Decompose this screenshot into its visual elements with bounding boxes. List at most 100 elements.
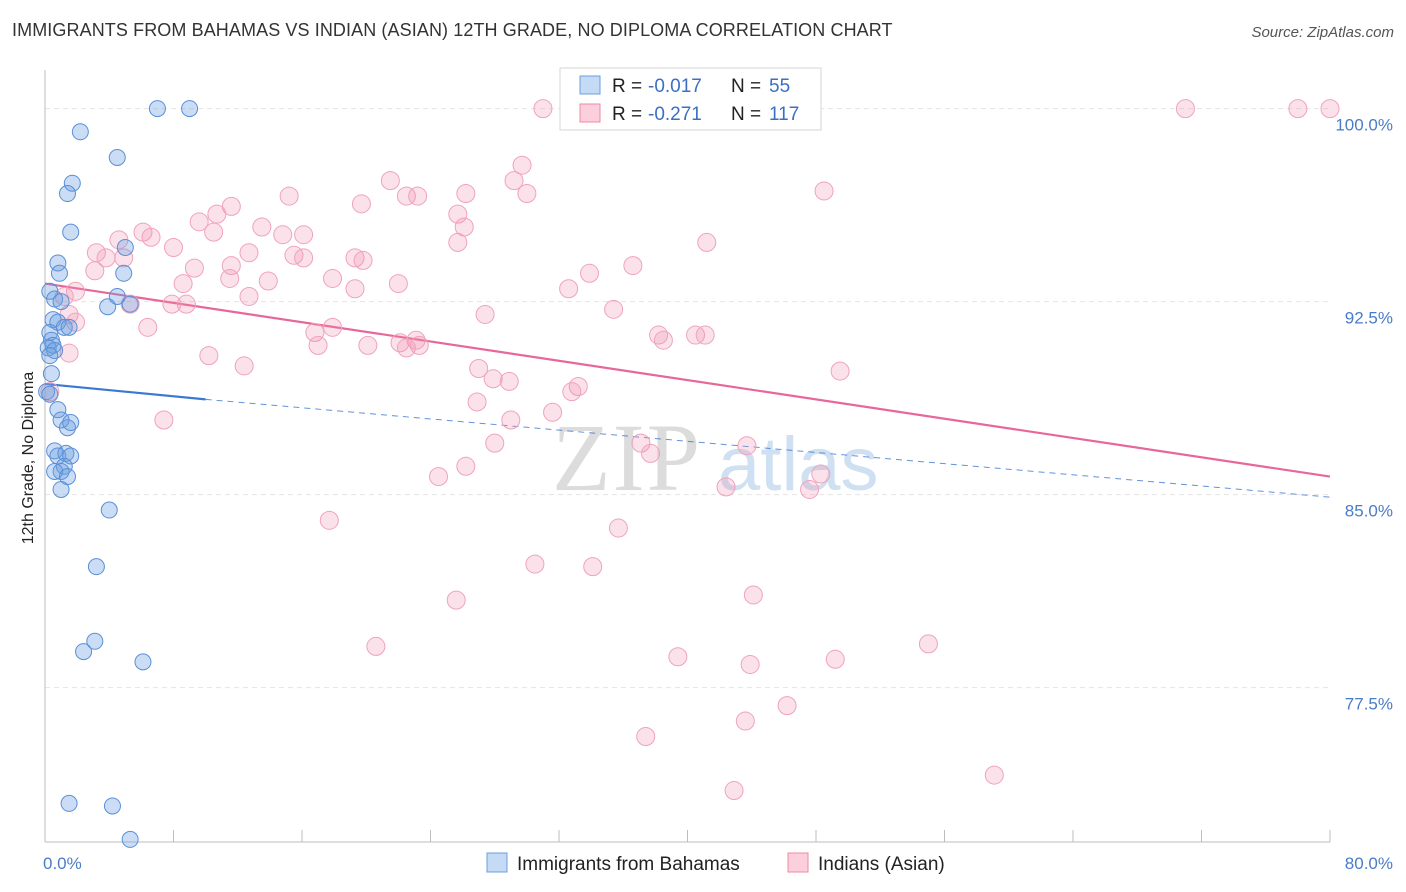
point-bahamas [75, 643, 93, 661]
point-indians [517, 184, 537, 204]
point-bahamas [121, 830, 139, 848]
source-credit: Source: ZipAtlas.com [1251, 24, 1394, 41]
point-indians [85, 261, 105, 281]
point-indians [345, 279, 365, 299]
point-indians [323, 317, 343, 337]
legend-n-value-1: 55 [769, 76, 790, 97]
point-indians [485, 433, 505, 453]
point-indians [406, 330, 426, 350]
point-indians [390, 333, 410, 353]
point-indians [154, 410, 174, 430]
point-indians [323, 268, 343, 288]
point-bahamas [58, 185, 76, 203]
point-indians [446, 590, 466, 610]
point-indians [176, 294, 196, 314]
point-indians [525, 554, 545, 574]
point-indians [138, 317, 158, 337]
point-indians [918, 634, 938, 654]
point-bahamas [87, 558, 105, 576]
point-bahamas [100, 501, 118, 519]
point-indians [716, 477, 736, 497]
point-indians [580, 263, 600, 283]
legend-n-label-2: N = [731, 104, 761, 125]
y-tick-label: 77.5% [1345, 695, 1393, 714]
point-indians [469, 359, 489, 379]
point-indians [1175, 99, 1195, 119]
legend-swatch-bahamas [579, 75, 601, 95]
point-bahamas [121, 295, 139, 313]
axes [44, 70, 1331, 843]
x-tick-label-right: 80.0% [1345, 854, 1393, 873]
bottom-legend-label-bahamas: Immigrants from Bahamas [517, 854, 740, 875]
point-bahamas [62, 223, 80, 241]
data-points [38, 99, 1340, 848]
point-indians [830, 361, 850, 381]
point-indians [467, 392, 487, 412]
point-bahamas [99, 298, 117, 316]
point-indians [234, 356, 254, 376]
series-legend: Immigrants from Bahamas Indians (Asian) [486, 852, 945, 875]
trend-line-indians [44, 282, 1331, 478]
point-indians [735, 711, 755, 731]
point-bahamas [63, 174, 81, 192]
point-bahamas [50, 264, 68, 282]
point-indians [825, 649, 845, 669]
point-bahamas [134, 653, 152, 671]
point-indians [623, 256, 643, 276]
legend-r-value-2: -0.271 [648, 104, 702, 125]
point-bahamas [55, 457, 73, 475]
legend-swatch-indians [579, 103, 601, 123]
point-indians [608, 518, 628, 538]
point-bahamas [71, 123, 89, 141]
point-bahamas [52, 293, 70, 311]
point-indians [499, 371, 519, 391]
y-tick-label: 85.0% [1345, 502, 1393, 521]
point-indians [562, 382, 582, 402]
legend-n-label-1: N = [731, 76, 761, 97]
point-indians [345, 248, 365, 268]
point-indians [512, 155, 532, 175]
point-bahamas [46, 442, 64, 460]
watermark-zip: ZIP [552, 404, 702, 511]
point-bahamas [108, 148, 126, 166]
point-indians [631, 433, 651, 453]
point-indians [258, 271, 278, 291]
point-bahamas [58, 419, 76, 437]
point-indians [59, 343, 79, 363]
y-tick-label: 92.5% [1345, 309, 1393, 328]
y-axis-label: 12th Grade, No Diploma [20, 372, 37, 545]
point-indians [396, 186, 416, 206]
chart-title: IMMIGRANTS FROM BAHAMAS VS INDIAN (ASIAN… [12, 20, 893, 40]
point-indians [408, 186, 428, 206]
point-indians [777, 696, 797, 716]
point-indians [184, 258, 204, 278]
x-tick-label-left: 0.0% [43, 854, 82, 873]
point-bahamas [62, 414, 80, 432]
point-indians [740, 654, 760, 674]
bottom-legend-swatch-indians [787, 852, 809, 873]
point-indians [737, 436, 757, 456]
point-bahamas [38, 383, 56, 401]
point-indians [173, 274, 193, 294]
point-indians [501, 410, 521, 430]
point-indians [308, 335, 328, 355]
point-bahamas [52, 480, 70, 498]
point-indians [220, 268, 240, 288]
point-indians [239, 243, 259, 263]
point-indians [653, 330, 673, 350]
point-bahamas [41, 347, 59, 365]
point-indians [294, 248, 314, 268]
point-indians [294, 225, 314, 245]
gridlines: 100.0% 92.5% 85.0% 77.5% [45, 108, 1393, 714]
point-indians [504, 171, 524, 191]
point-indians [1320, 99, 1340, 119]
point-indians [273, 225, 293, 245]
point-indians [724, 781, 744, 801]
point-indians [380, 171, 400, 191]
point-indians [388, 274, 408, 294]
point-bahamas [42, 365, 60, 383]
y-tick-label: 100.0% [1335, 116, 1393, 135]
point-indians [162, 294, 182, 314]
point-indians [641, 443, 661, 463]
point-indians [800, 479, 820, 499]
